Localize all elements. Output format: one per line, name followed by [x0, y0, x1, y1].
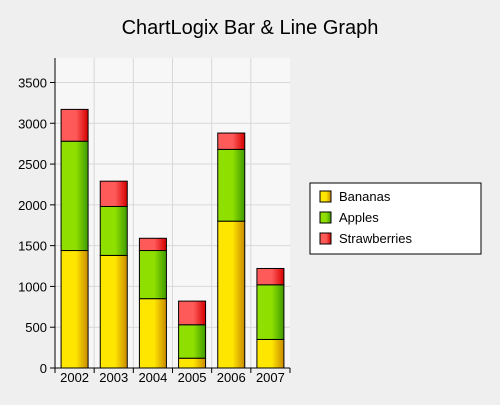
- legend: Bananas Apples Strawberries: [309, 182, 482, 255]
- x-tick-label: 2005: [178, 370, 207, 385]
- y-tick-label: 2000: [18, 198, 47, 213]
- bar-strawberries-2003: [99, 180, 128, 207]
- bar-strawberries-2005: [178, 300, 207, 326]
- bar-apples-2005: [178, 324, 207, 359]
- y-tick-label: 3500: [18, 75, 47, 90]
- y-tick-label: 1000: [18, 279, 47, 294]
- x-tick-label: 2004: [138, 370, 167, 385]
- bar-bananas-2003: [99, 254, 128, 369]
- x-tick-label: 2003: [99, 370, 128, 385]
- bar-strawberries-2004: [138, 237, 167, 252]
- y-tick-label: 0: [40, 361, 47, 376]
- legend-swatch-bananas: [319, 190, 332, 203]
- bar-apples-2003: [99, 205, 128, 256]
- grid: [55, 58, 290, 368]
- y-tick-label: 1500: [18, 239, 47, 254]
- axes: 0 500 1000 1500 2000 2500 3000 3500 2002 2003 2004…: [18, 58, 291, 385]
- y-tick-label: 2500: [18, 157, 47, 172]
- x-tick-label: 2007: [256, 370, 285, 385]
- bar-bananas-2005: [178, 357, 207, 369]
- bar-apples-2007: [256, 284, 285, 340]
- legend-label-bananas: Bananas: [339, 189, 391, 204]
- bar-bananas-2006: [217, 220, 246, 369]
- chart-title: ChartLogix Bar & Line Graph: [122, 17, 379, 39]
- legend-box: [309, 182, 482, 255]
- bar-strawberries-2002: [60, 108, 89, 142]
- bar-apples-2002: [60, 140, 89, 252]
- legend-label-apples: Apples: [339, 210, 379, 225]
- bars: [60, 108, 285, 369]
- y-tick-label: 3000: [18, 116, 47, 131]
- bar-bananas-2007: [256, 338, 285, 369]
- y-tick-label: 500: [25, 320, 47, 335]
- bar-strawberries-2007: [256, 267, 285, 286]
- bar-bananas-2002: [60, 250, 89, 369]
- legend-swatch-strawberries: [319, 232, 332, 245]
- bar-strawberries-2006: [217, 132, 246, 150]
- bar-apples-2006: [217, 148, 246, 222]
- bar-apples-2004: [138, 250, 167, 300]
- legend-label-strawberries: Strawberries: [339, 231, 412, 246]
- legend-swatch-apples: [319, 211, 332, 224]
- x-tick-label: 2006: [217, 370, 246, 385]
- x-tick-label: 2002: [60, 370, 89, 385]
- bar-bananas-2004: [138, 298, 167, 369]
